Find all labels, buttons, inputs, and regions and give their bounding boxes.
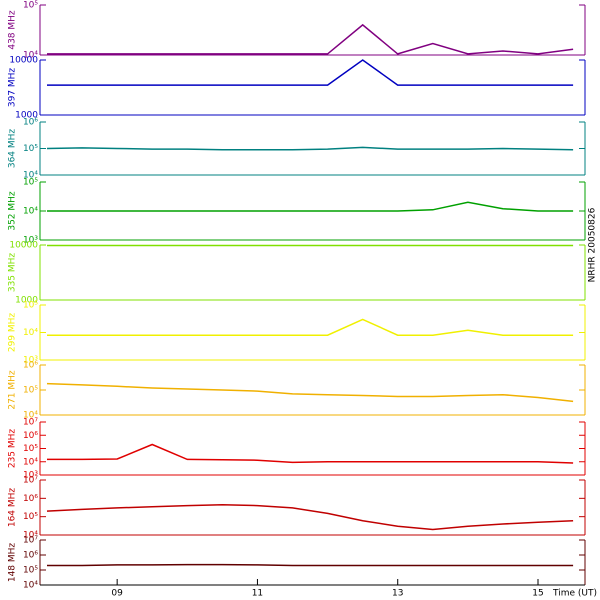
- x-axis-label: Time (UT): [552, 589, 597, 599]
- y-tick-label: 1000: [15, 296, 38, 306]
- y-tick-label: 10⁵: [23, 444, 38, 454]
- y-tick-label: 10⁵: [23, 178, 38, 188]
- y-tick-label: 10⁷: [23, 476, 38, 486]
- x-tick-label: 15: [532, 589, 543, 599]
- x-tick-label: 11: [252, 589, 263, 599]
- y-tick-label: 10⁵: [23, 301, 38, 311]
- y-tick-label: 10⁵: [23, 1, 38, 11]
- y-tick-label: 10000: [9, 56, 38, 66]
- panel-label: 397 MHz: [8, 68, 18, 108]
- series-line: [47, 318, 574, 336]
- y-tick-label: 10⁶: [23, 431, 38, 441]
- y-tick-label: 10⁴: [23, 171, 38, 181]
- y-tick-label: 10⁴: [23, 457, 38, 467]
- y-tick-label: 10⁶: [23, 361, 38, 371]
- y-tick-label: 10⁴: [23, 581, 38, 591]
- series-line: [46, 146, 574, 151]
- series-line: [47, 201, 574, 212]
- panel-label: 235 MHz: [8, 429, 18, 469]
- y-tick-label: 10⁶: [23, 551, 38, 561]
- y-tick-label: 10⁵: [23, 566, 38, 576]
- y-tick-label: 10³: [23, 236, 38, 246]
- panel-label: 335 MHz: [8, 253, 18, 293]
- y-tick-label: 10⁵: [23, 386, 38, 396]
- side-annotation: NRHR 20050826: [588, 207, 598, 282]
- x-tick-label: 13: [392, 589, 403, 599]
- series-line: [47, 443, 574, 464]
- series-line: [46, 503, 574, 531]
- y-tick-label: 10⁶: [23, 118, 38, 128]
- x-tick-label: 09: [111, 589, 123, 599]
- y-tick-label: 10⁷: [23, 418, 38, 428]
- y-tick-label: 10⁴: [23, 51, 38, 61]
- series-line: [46, 382, 574, 403]
- series-line: [47, 59, 574, 86]
- panel-label: 352 MHz: [8, 191, 18, 231]
- y-tick-label: 10⁵: [23, 512, 38, 522]
- y-tick-label: 10⁴: [23, 411, 38, 421]
- y-tick-label: 10⁵: [23, 144, 38, 154]
- panel-label: 438 MHz: [8, 10, 18, 50]
- panel-label: 148 MHz: [8, 543, 18, 583]
- y-tick-label: 10000: [9, 241, 38, 251]
- y-tick-label: 10³: [23, 471, 38, 481]
- panel-label: 364 MHz: [8, 129, 18, 169]
- y-tick-label: 10⁴: [23, 531, 38, 541]
- y-tick-label: 10⁶: [23, 494, 38, 504]
- series-line: [47, 23, 574, 55]
- y-tick-label: 10⁴: [23, 328, 38, 338]
- series-line: [47, 563, 574, 567]
- y-tick-label: 10⁷: [23, 536, 38, 546]
- y-tick-label: 1000: [15, 111, 38, 121]
- panel-label: 271 MHz: [8, 370, 18, 410]
- panel-label: 299 MHz: [8, 313, 18, 353]
- y-tick-label: 10⁴: [23, 207, 38, 217]
- panel-label: 164 MHz: [8, 488, 18, 528]
- y-tick-label: 10³: [23, 356, 38, 366]
